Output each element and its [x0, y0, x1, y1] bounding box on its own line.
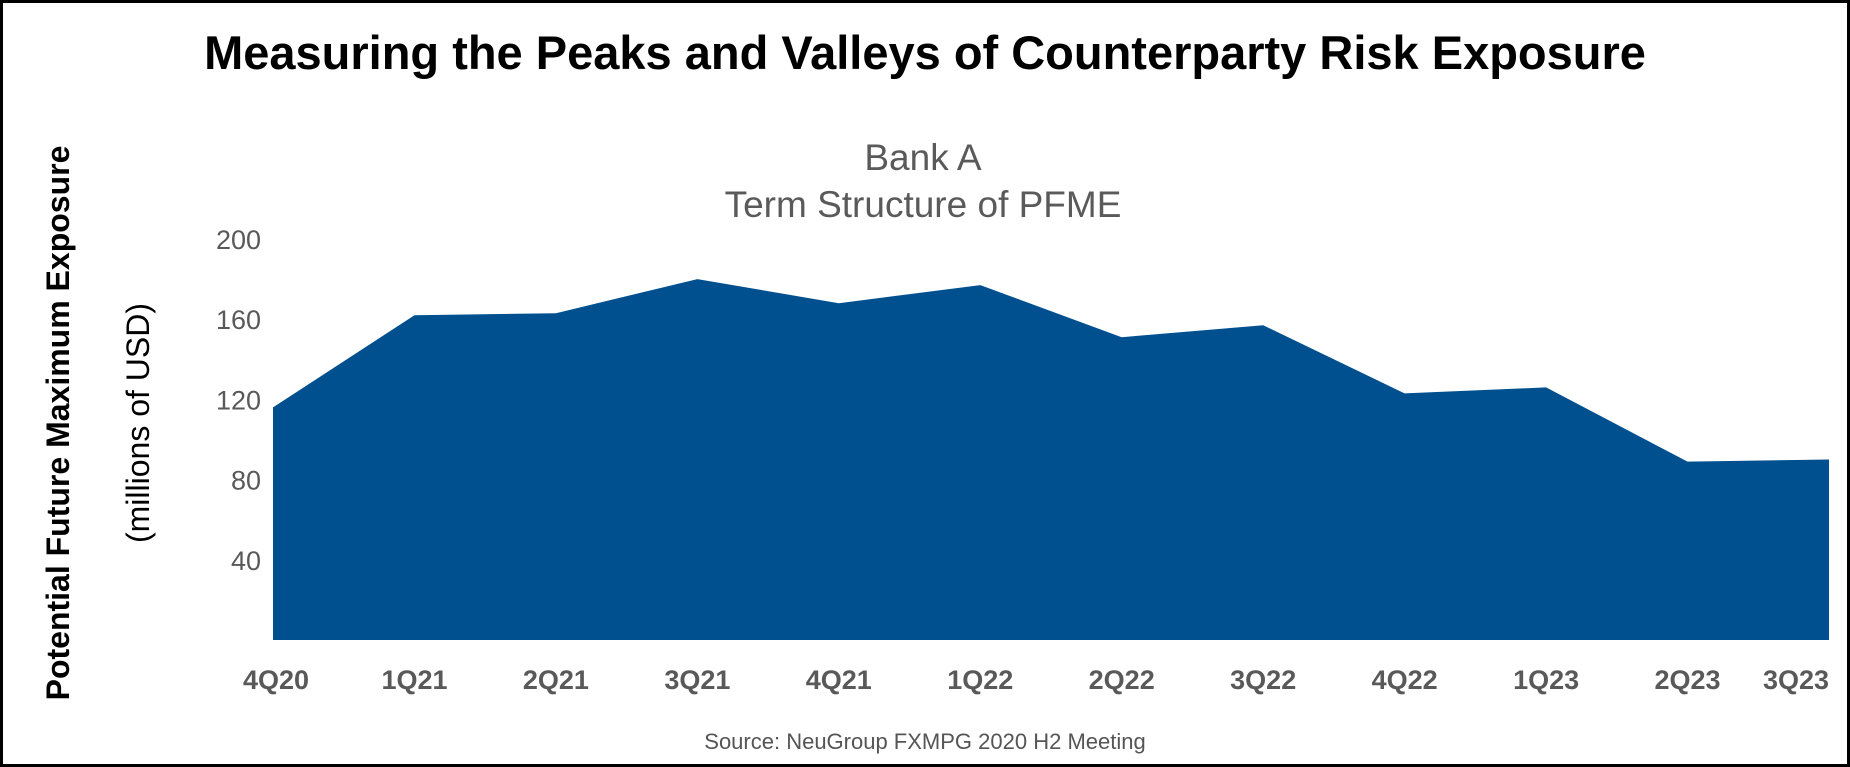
chart-subtitle: Term Structure of PFME [725, 184, 1122, 225]
chart-title: Bank A [864, 137, 982, 178]
x-tick-label: 4Q21 [806, 665, 872, 695]
y-tick-label: 40 [231, 546, 261, 576]
x-tick-label: 1Q21 [381, 665, 447, 695]
y-axis-units: (millions of USD) [120, 303, 156, 543]
source-note: Source: NeuGroup FXMPG 2020 H2 Meeting [704, 729, 1146, 754]
area-chart: Bank A Term Structure of PFME Potential … [40, 137, 1829, 701]
area-layer [273, 279, 1829, 640]
x-tick-label: 4Q22 [1372, 665, 1438, 695]
x-tick-label: 1Q22 [947, 665, 1013, 695]
y-tick-label: 80 [231, 466, 261, 496]
y-tick-label: 120 [216, 385, 261, 415]
x-tick-label: 2Q21 [523, 665, 589, 695]
y-axis-title: Potential Future Maximum Exposure (milli… [40, 146, 156, 701]
y-tick-label: 160 [216, 305, 261, 335]
x-tick-label: 2Q22 [1089, 665, 1155, 695]
y-tick-label: 200 [216, 225, 261, 255]
x-tick-label: 1Q23 [1513, 665, 1579, 695]
x-axis-ticks: 4Q20 1Q21 2Q21 3Q21 4Q21 1Q22 2Q22 3Q22 4Q22 1Q23… [243, 665, 1829, 695]
area-series-pfme [273, 279, 1829, 640]
x-tick-label: 3Q22 [1230, 665, 1296, 695]
x-tick-label: 3Q21 [664, 665, 730, 695]
x-tick-label: 3Q23 [1763, 665, 1829, 695]
x-tick-label: 2Q23 [1654, 665, 1720, 695]
page-title: Measuring the Peaks and Valleys of Count… [204, 26, 1646, 79]
x-tick-label: 4Q20 [243, 665, 309, 695]
y-axis-label: Potential Future Maximum Exposure [40, 146, 76, 701]
y-axis-ticks: 40 80 120 160 200 [216, 225, 261, 576]
